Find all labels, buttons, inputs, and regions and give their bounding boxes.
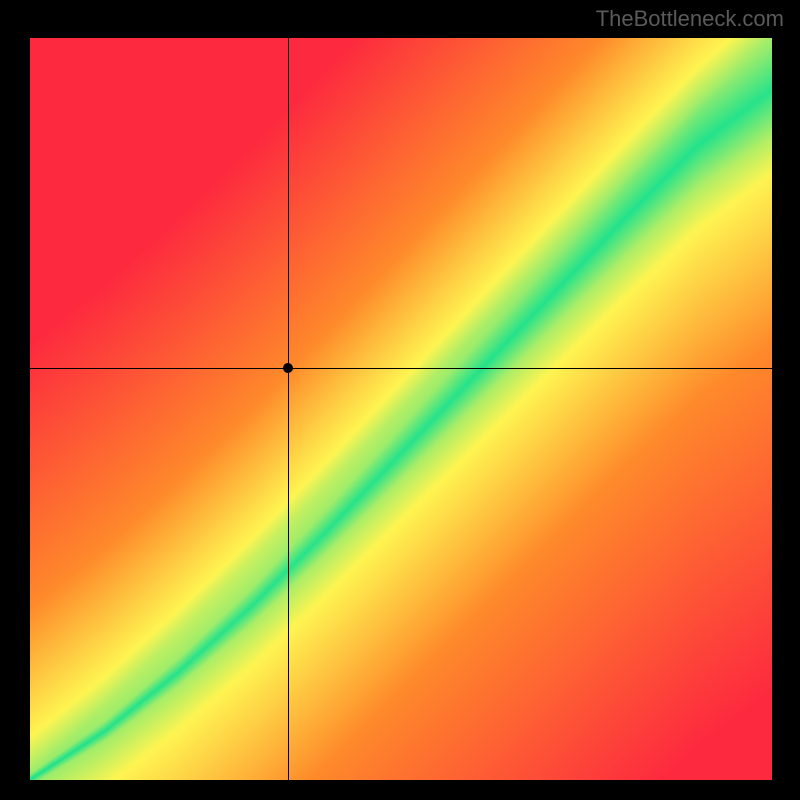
- crosshair-point: [283, 363, 293, 373]
- bottleneck-heatmap: [30, 38, 772, 780]
- crosshair-horizontal: [30, 368, 772, 369]
- crosshair-vertical: [288, 38, 289, 780]
- watermark-text: TheBottleneck.com: [596, 6, 784, 32]
